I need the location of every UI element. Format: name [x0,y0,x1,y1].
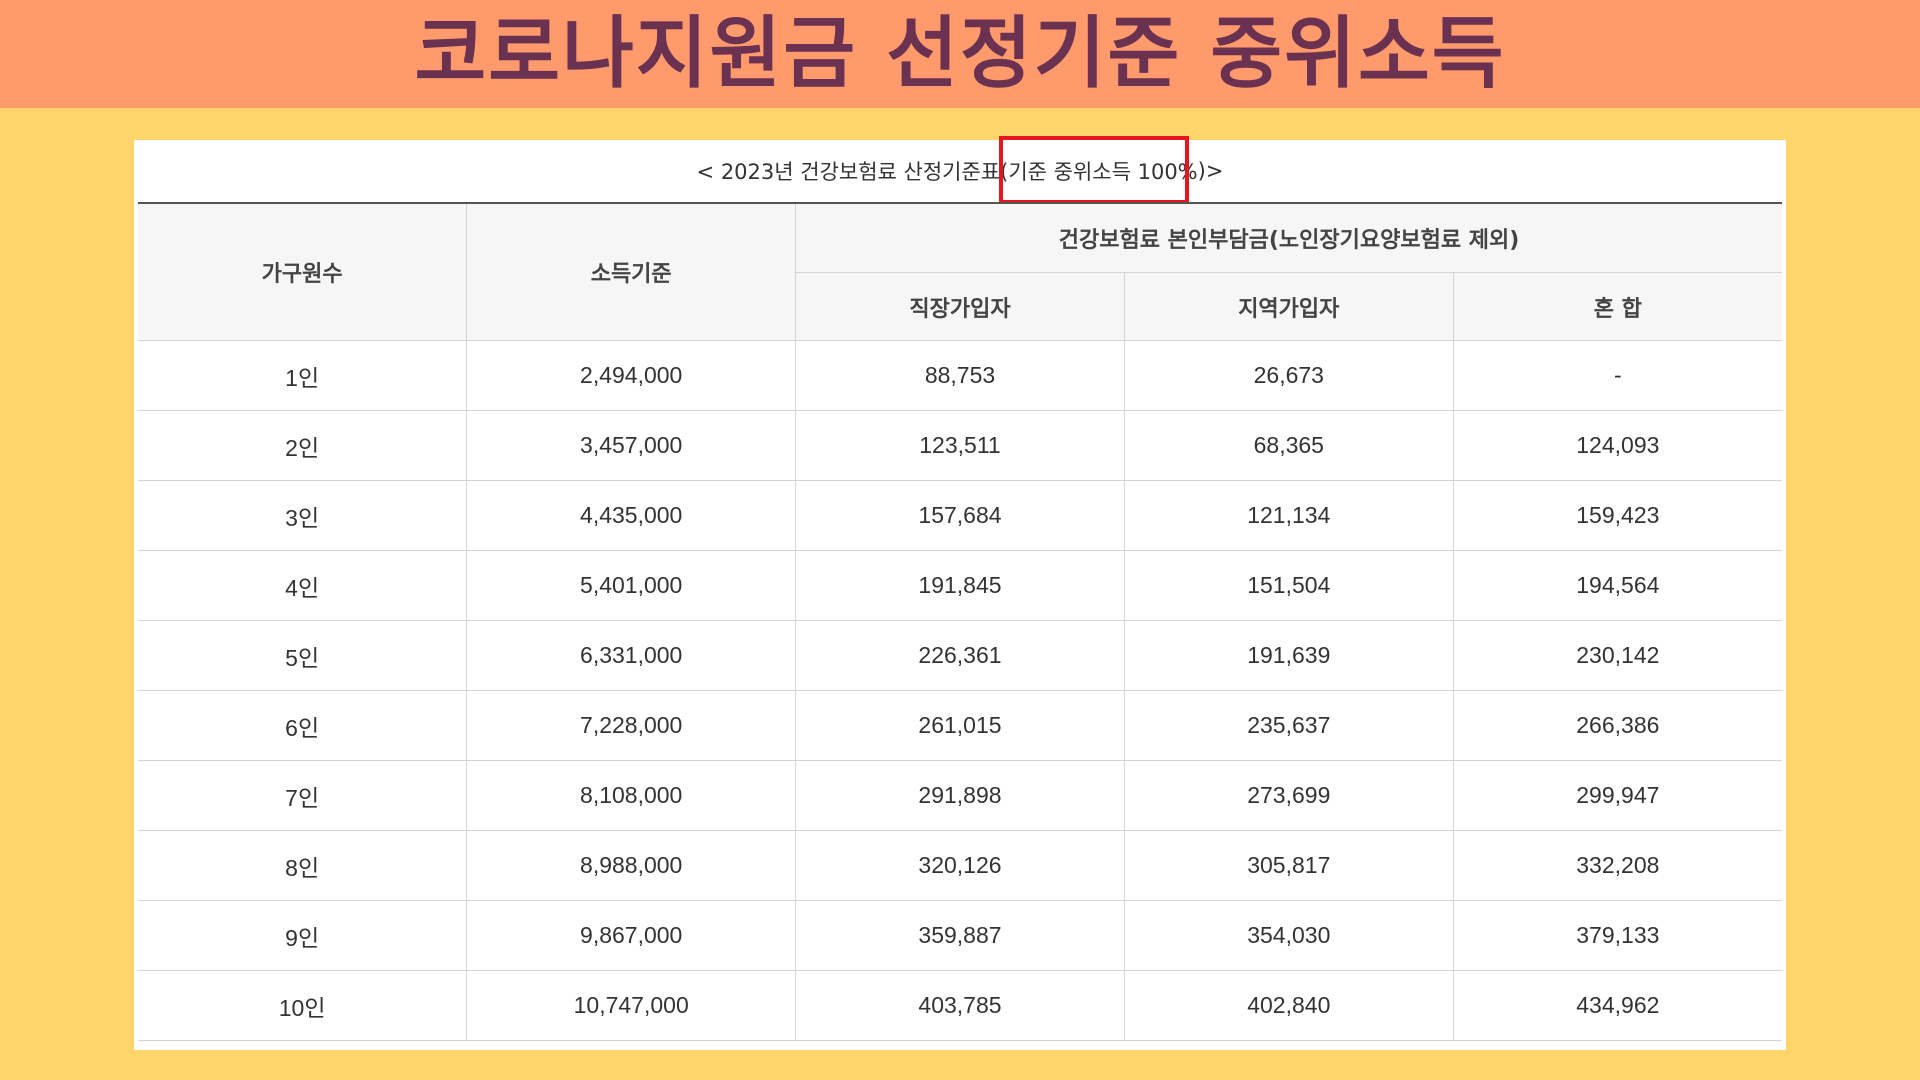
header-premium-group: 건강보험료 본인부담금(노인장기요양보험료 제외) [795,202,1782,273]
header-employee: 직장가입자 [795,272,1125,341]
cell-income: 2,494,000 [466,340,797,411]
cell-household: 3인 [138,480,468,551]
title-banner: 코로나지원금 선정기준 중위소득 [0,0,1920,108]
table-row: 7인 8,108,000 291,898 273,699 299,947 [138,760,1782,831]
cell-income: 8,108,000 [466,760,797,831]
cell-household: 6인 [138,690,468,761]
cell-income: 3,457,000 [466,410,797,481]
cell-regional: 402,840 [1123,970,1454,1041]
header-mixed: 혼 합 [1452,272,1782,341]
cell-regional: 354,030 [1123,900,1454,971]
table-caption: < 2023년 건강보험료 산정기준표(기준 중위소득 100%)> [134,140,1786,202]
cell-employee: 88,753 [795,340,1125,411]
table-row: 6인 7,228,000 261,015 235,637 266,386 [138,690,1782,761]
table-body: 1인 2,494,000 88,753 26,673-2인 3,457,000 123,5… [138,340,1782,1041]
cell-household: 4인 [138,550,468,621]
cell-household: 8인 [138,830,468,901]
cell-income: 10,747,000 [466,970,797,1041]
cell-regional: 26,673 [1123,340,1454,411]
cell-household: 5인 [138,620,468,691]
cell-employee: 191,845 [795,550,1125,621]
table-row: 2인 3,457,000 123,511 68,365 124,093 [138,410,1782,481]
header-regional: 지역가입자 [1123,272,1454,341]
cell-household: 9인 [138,900,468,971]
cell-employee: 226,361 [795,620,1125,691]
cell-mixed: 299,947 [1452,760,1782,831]
cell-employee: 157,684 [795,480,1125,551]
table-row: 5인 6,331,000 226,361 191,639 230,142 [138,620,1782,691]
cell-employee: 261,015 [795,690,1125,761]
table-row: 10인 10,747,000 403,785 402,840 434,962 [138,970,1782,1041]
cell-regional: 273,699 [1123,760,1454,831]
cell-mixed: 332,208 [1452,830,1782,901]
cell-household: 2인 [138,410,468,481]
table-card: < 2023년 건강보험료 산정기준표(기준 중위소득 100%)> 가구원수 … [134,136,1786,1050]
cell-household: 10인 [138,970,468,1041]
page-title: 코로나지원금 선정기준 중위소득 [414,9,1506,99]
cell-mixed: 194,564 [1452,550,1782,621]
table-row: 4인 5,401,000 191,845 151,504 194,564 [138,550,1782,621]
cell-household: 1인 [138,340,468,411]
income-standard-table: 가구원수 소득기준 건강보험료 본인부담금(노인장기요양보험료 제외) 직장가입… [138,202,1782,1041]
table-row: 9인 9,867,000 359,887 354,030 379,133 [138,900,1782,971]
cell-employee: 403,785 [795,970,1125,1041]
cell-employee: 320,126 [795,830,1125,901]
cell-regional: 151,504 [1123,550,1454,621]
header-household: 가구원수 [138,202,468,341]
cell-employee: 123,511 [795,410,1125,481]
cell-mixed: 124,093 [1452,410,1782,481]
cell-regional: 235,637 [1123,690,1454,761]
cell-income: 6,331,000 [466,620,797,691]
cell-income: 8,988,000 [466,830,797,901]
cell-mixed: 230,142 [1452,620,1782,691]
cell-mixed: 379,133 [1452,900,1782,971]
cell-employee: 359,887 [795,900,1125,971]
cell-mixed: - [1452,340,1782,411]
table-row: 1인 2,494,000 88,753 26,673- [138,340,1782,411]
cell-regional: 191,639 [1123,620,1454,691]
caption-highlight: 기준 중위소득 100% [1008,160,1198,184]
table-subheader-row: 직장가입자 지역가입자 혼 합 [138,272,1782,341]
cell-income: 5,401,000 [466,550,797,621]
cell-income: 9,867,000 [466,900,797,971]
caption-suffix: )> [1197,159,1224,183]
table-header-row: 가구원수 소득기준 건강보험료 본인부담금(노인장기요양보험료 제외) [138,202,1782,341]
cell-income: 4,435,000 [466,480,797,551]
cell-mixed: 159,423 [1452,480,1782,551]
cell-regional: 121,134 [1123,480,1454,551]
caption-prefix: < 2023년 건강보험료 산정기준표( [696,160,1009,184]
cell-employee: 291,898 [795,760,1125,831]
header-income: 소득기준 [466,202,797,341]
cell-regional: 68,365 [1123,410,1454,481]
cell-regional: 305,817 [1123,830,1454,901]
cell-income: 7,228,000 [466,690,797,761]
highlight-box [999,136,1189,204]
cell-mixed: 434,962 [1452,970,1782,1041]
cell-household: 7인 [138,760,468,831]
table-row: 8인 8,988,000 320,126 305,817 332,208 [138,830,1782,901]
table-row: 3인 4,435,000 157,684 121,134 159,423 [138,480,1782,551]
cell-mixed: 266,386 [1452,690,1782,761]
